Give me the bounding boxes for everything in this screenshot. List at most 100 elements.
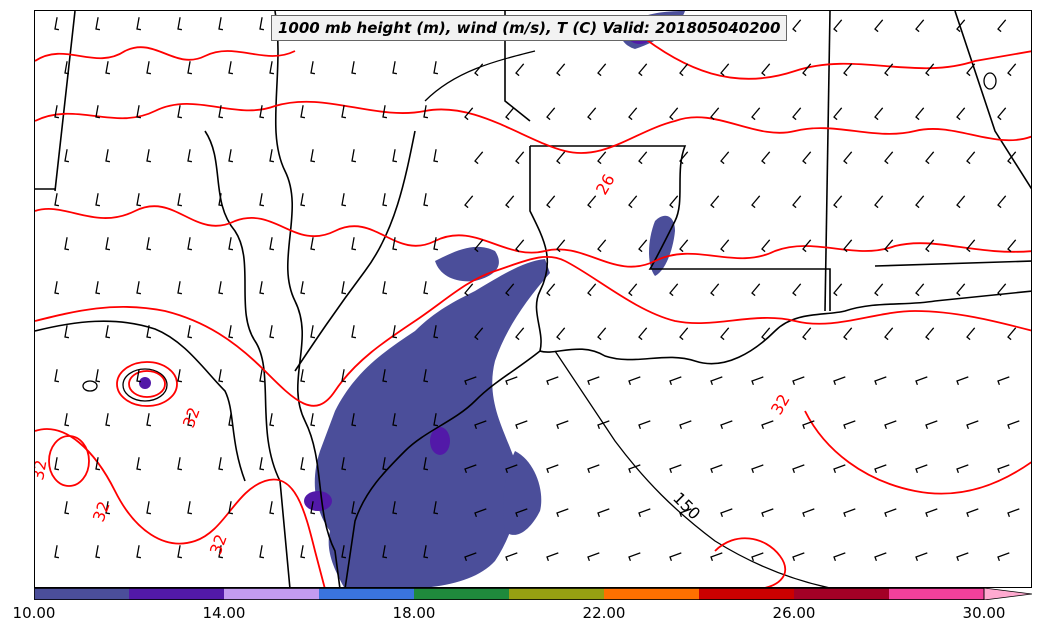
colorbar-tick-label: 30.00 [962, 604, 1006, 622]
wind-barb [136, 193, 142, 207]
wind-barb [833, 376, 846, 386]
wind-barb [843, 327, 853, 341]
wind-barb [802, 63, 812, 77]
wind-barb [833, 107, 843, 121]
wind-barb [382, 545, 388, 559]
colorbar-tick-label: 22.00 [582, 604, 626, 622]
wind-barb [187, 413, 193, 427]
wind-barb [218, 105, 224, 119]
wind-barb [761, 508, 774, 518]
wind-barb [915, 107, 925, 121]
colorbar-outline [34, 588, 985, 600]
wind-barb [351, 61, 357, 75]
wind-barb [505, 464, 518, 474]
wind-barb [710, 283, 720, 297]
wind-barb [64, 61, 70, 75]
wind-barb [474, 508, 487, 518]
wind-barb [505, 107, 515, 121]
wind-barb [474, 151, 484, 165]
temperature-contour [714, 537, 787, 587]
wind-barb [392, 325, 398, 339]
wind-barb [474, 239, 484, 253]
wind-barb [136, 369, 142, 383]
wind-barb [464, 376, 477, 386]
height-contour [983, 72, 997, 90]
height-contour-label: 150 [669, 488, 704, 523]
wind-barb [720, 239, 730, 253]
wind-barb [669, 464, 682, 474]
shaded-core [304, 491, 332, 511]
wind-barb [792, 107, 802, 121]
wind-barb [556, 508, 569, 518]
wind-barb [310, 61, 316, 75]
wind-barb [105, 501, 111, 515]
wind-barb [1007, 151, 1017, 165]
wind-barb [218, 545, 224, 559]
wind-barb [177, 457, 183, 471]
wind-barb [925, 327, 935, 341]
wind-barb [679, 420, 692, 430]
wind-barb [433, 501, 439, 515]
wind-barb [679, 239, 689, 253]
wind-barb [546, 552, 559, 562]
wind-barb [474, 420, 487, 430]
shaded-region-coastal [314, 259, 550, 587]
wind-barb [997, 19, 1007, 33]
boundary-line [824, 11, 831, 312]
height-contour [424, 50, 536, 102]
map-title: 1000 mb height (m), wind (m/s), T (C) Va… [271, 15, 788, 41]
wind-barb [679, 508, 692, 518]
wind-barb [433, 325, 439, 339]
wind-barb [187, 237, 193, 251]
wind-barb [95, 369, 101, 383]
wind-barb [915, 19, 925, 33]
wind-barb [423, 281, 429, 295]
wind-barb [64, 237, 70, 251]
wind-barb [300, 281, 306, 295]
wind-barb [228, 413, 234, 427]
wind-barb [597, 151, 607, 165]
wind-barb [515, 327, 525, 341]
wind-barb [136, 105, 142, 119]
boundary-line [54, 11, 76, 192]
wind-barb [146, 325, 152, 339]
wind-barb [792, 283, 802, 297]
boundary-line [530, 145, 831, 311]
wind-barb [597, 420, 610, 430]
wind-barb [433, 61, 439, 75]
temperature-contour [128, 370, 166, 398]
wind-barb [146, 237, 152, 251]
wind-barb [874, 19, 884, 33]
wind-barb [146, 501, 152, 515]
wind-barb [95, 193, 101, 207]
wind-barb [587, 283, 597, 297]
wind-barb [761, 239, 771, 253]
wind-barb [310, 501, 316, 515]
wind-barb [228, 325, 234, 339]
wind-barb [474, 327, 484, 341]
colorbar [34, 588, 1032, 600]
wind-barb [177, 105, 183, 119]
wind-barb [105, 237, 111, 251]
wind-barb [966, 63, 976, 77]
wind-barb [382, 369, 388, 383]
temperature-contour [35, 205, 1031, 268]
wind-barb [546, 283, 556, 297]
wind-barb [669, 107, 679, 121]
wind-barb [187, 325, 193, 339]
temp-contour-label: 32 [35, 458, 50, 481]
wind-barb [105, 61, 111, 75]
wind-barb [392, 149, 398, 163]
wind-barb [146, 149, 152, 163]
wind-barb [351, 149, 357, 163]
wind-barb [423, 193, 429, 207]
wind-barb [587, 195, 597, 209]
wind-barb [228, 237, 234, 251]
wind-barb [761, 327, 771, 341]
wind-barb [884, 420, 897, 430]
wind-barb [843, 508, 856, 518]
wind-barb [638, 239, 648, 253]
wind-barb [546, 107, 556, 121]
wind-barb [218, 193, 224, 207]
wind-barb [105, 325, 111, 339]
